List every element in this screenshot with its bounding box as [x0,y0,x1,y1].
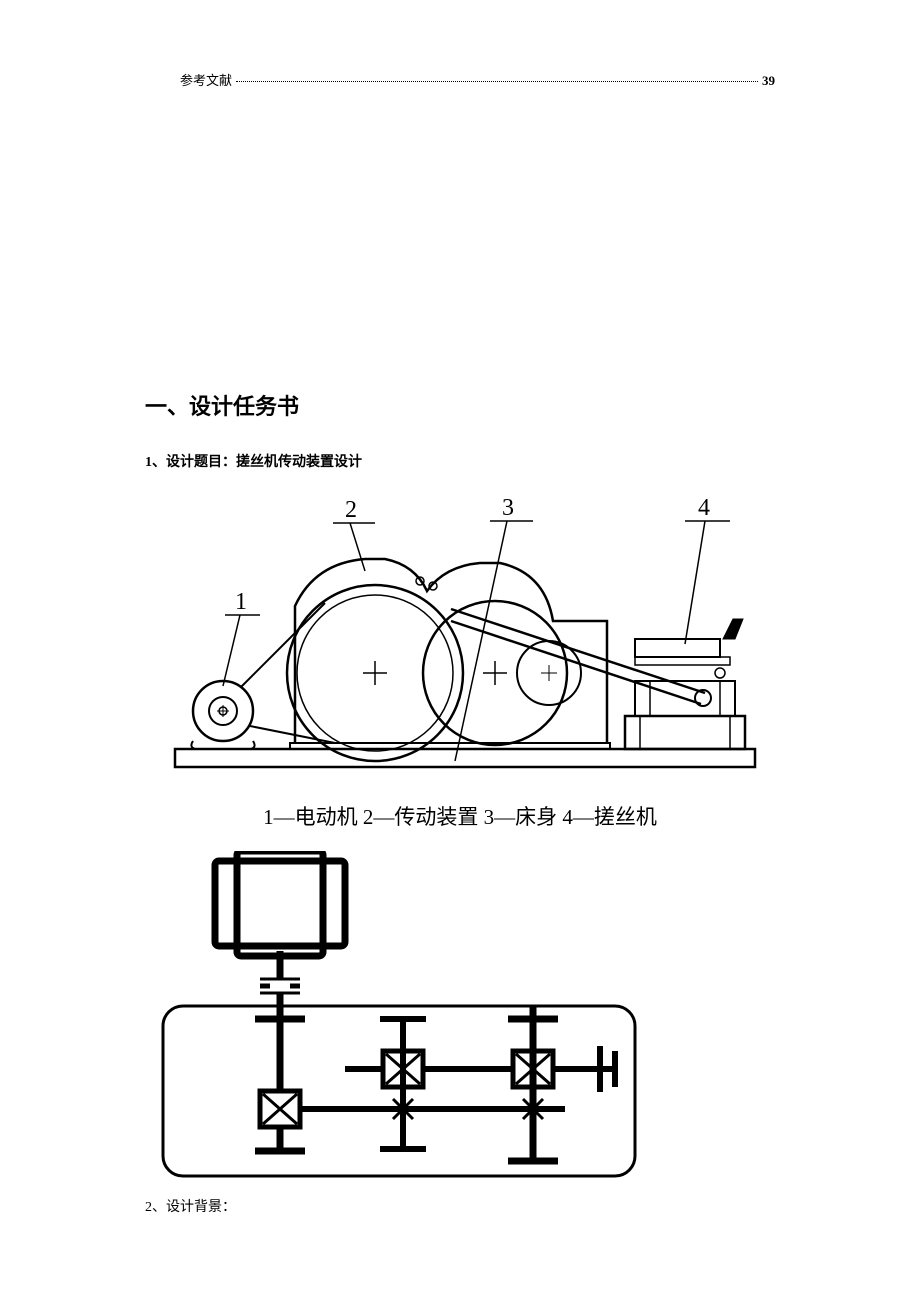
toc-page-number: 39 [762,73,775,89]
label-2: 2 [345,497,357,523]
toc-references-line: 参考文献 39 [180,70,775,89]
section-heading: 一、设计任务书 [145,389,775,421]
label-4: 4 [698,495,710,521]
label-3: 3 [502,495,514,521]
design-topic-heading: 1、设计题目：搓丝机传动装置设计 [145,451,775,471]
toc-label: 参考文献 [180,70,232,89]
toc-dots [236,81,758,82]
design-background-heading: 2、设计背景： [145,1196,775,1216]
label-1: 1 [235,589,247,615]
figure-2-kinematic-diagram [145,851,775,1186]
figure-1-caption: 1—电动机 2—传动装置 3—床身 4—搓丝机 [145,801,775,831]
figure-1-machine-diagram: 1 2 3 4 [145,491,775,781]
